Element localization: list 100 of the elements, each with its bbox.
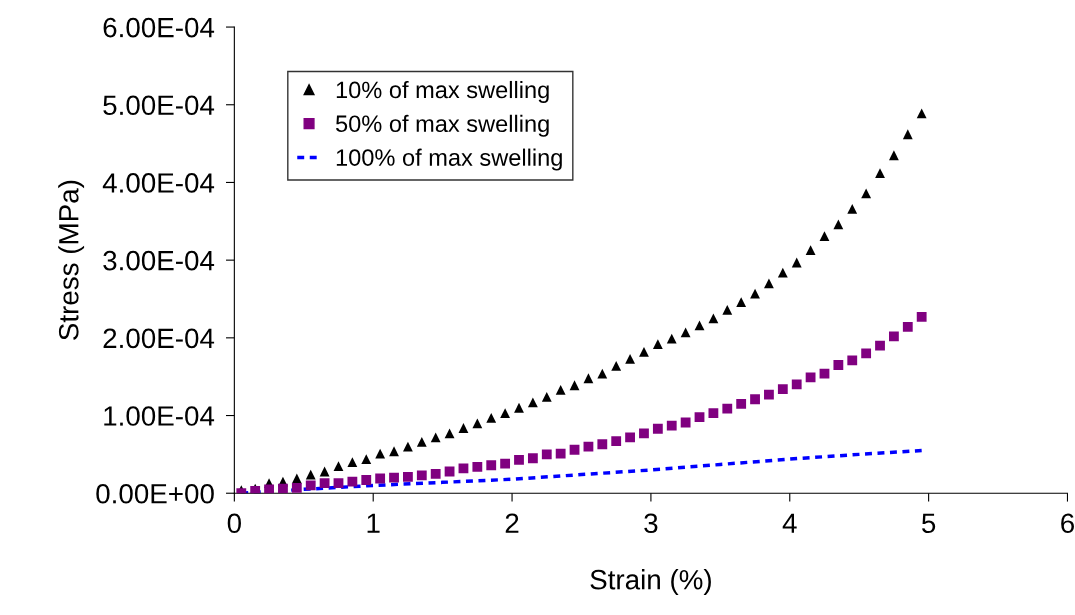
legend-label: 100% of max swelling — [336, 148, 562, 171]
point — [389, 472, 399, 483]
point — [889, 150, 899, 161]
point — [333, 461, 344, 471]
y-axis-title: Stress (MPa) — [58, 180, 85, 340]
point — [555, 448, 566, 459]
point — [597, 368, 608, 379]
point — [861, 188, 872, 199]
point — [652, 339, 663, 349]
point — [805, 372, 816, 383]
point — [708, 408, 719, 419]
point — [639, 346, 649, 357]
point — [500, 408, 511, 419]
point — [708, 313, 719, 324]
point — [472, 461, 483, 472]
point — [291, 473, 302, 484]
point — [847, 355, 858, 366]
point — [611, 436, 622, 447]
point — [583, 373, 594, 384]
point — [625, 432, 635, 443]
y-tick-label: 0.00E+00 — [96, 483, 214, 504]
point — [486, 412, 497, 423]
point — [375, 448, 386, 459]
point — [305, 469, 316, 480]
point — [777, 267, 788, 278]
point — [875, 168, 885, 179]
point — [889, 331, 899, 342]
point — [416, 437, 427, 447]
point — [805, 245, 816, 255]
point — [278, 483, 288, 494]
x-tick-label: 5 — [922, 513, 936, 534]
legend-label: 50% of max swelling — [335, 114, 549, 137]
point — [847, 203, 858, 214]
y-tick-label: 6.00E-04 — [103, 17, 215, 38]
point — [764, 389, 774, 400]
point — [694, 412, 705, 422]
point — [764, 278, 774, 289]
point — [389, 446, 399, 457]
point — [403, 441, 413, 452]
point — [597, 439, 608, 450]
point — [514, 454, 524, 465]
point — [347, 457, 358, 468]
x-tick-label: 1 — [367, 513, 380, 533]
point — [833, 219, 844, 230]
point — [819, 231, 830, 241]
point — [722, 304, 733, 315]
point — [833, 360, 844, 370]
point — [777, 384, 788, 395]
point — [430, 432, 441, 443]
point — [486, 460, 497, 471]
point — [791, 379, 802, 390]
point — [569, 444, 580, 455]
y-tick-label: 2.00E-04 — [103, 328, 215, 349]
point — [430, 468, 441, 479]
y-tick-label: 3.00E-04 — [103, 250, 215, 271]
point — [875, 340, 885, 351]
point — [736, 297, 747, 308]
point — [736, 398, 747, 409]
point — [680, 327, 691, 338]
point — [514, 402, 524, 413]
point — [333, 478, 344, 489]
point — [555, 384, 566, 395]
point — [791, 257, 802, 268]
point — [625, 353, 635, 364]
point — [361, 454, 372, 464]
point — [347, 476, 358, 487]
point — [722, 403, 733, 414]
point — [375, 473, 386, 484]
point — [264, 484, 274, 494]
point — [319, 478, 330, 489]
point — [541, 391, 552, 402]
point — [583, 441, 594, 452]
point — [694, 320, 705, 331]
point — [319, 466, 330, 477]
point — [639, 428, 649, 439]
y-tick-label: 1.00E-04 — [104, 406, 215, 426]
point — [902, 129, 913, 140]
point — [666, 420, 677, 431]
point — [916, 311, 927, 322]
point — [305, 480, 316, 491]
point — [472, 418, 483, 429]
point — [666, 333, 677, 344]
point — [569, 380, 580, 391]
point — [527, 453, 538, 464]
point — [902, 322, 913, 332]
point — [291, 482, 302, 493]
point — [361, 475, 372, 485]
point — [680, 417, 691, 428]
point — [652, 423, 663, 434]
y-tick-label: 4.00E-04 — [102, 173, 215, 193]
point — [750, 394, 760, 405]
x-tick-label: 0 — [227, 513, 241, 534]
x-tick-label: 6 — [1061, 513, 1074, 534]
x-tick-label: 3 — [644, 513, 658, 534]
x-tick-label: 4 — [782, 513, 797, 533]
point — [527, 397, 538, 408]
point — [444, 428, 455, 439]
point — [458, 463, 469, 474]
point — [861, 348, 872, 359]
legend-label: 10% of max swelling — [336, 80, 549, 103]
